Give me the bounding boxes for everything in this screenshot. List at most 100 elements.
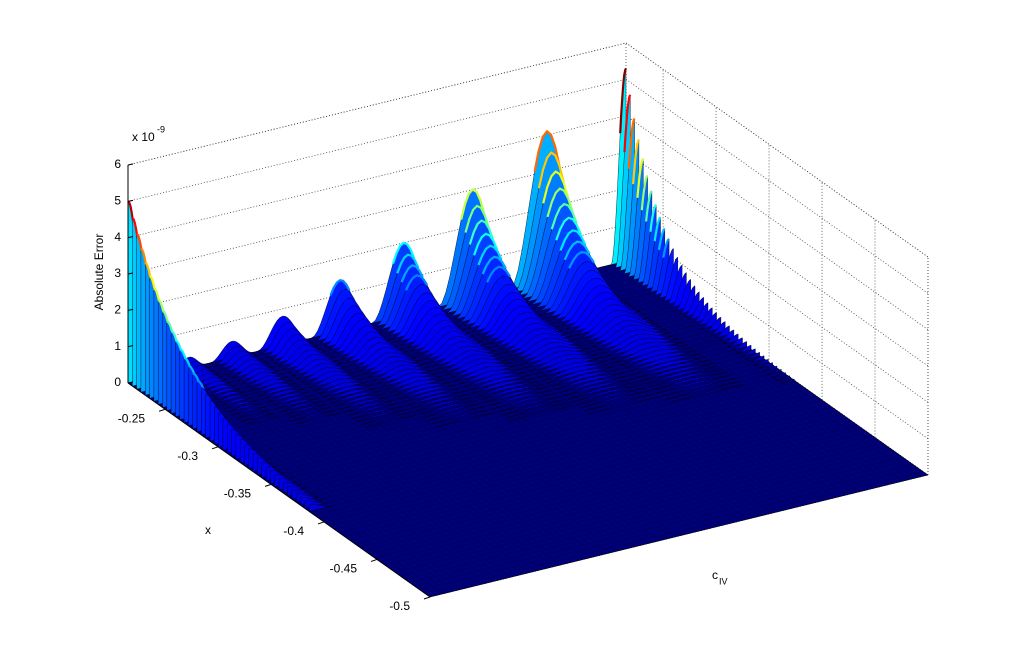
surface-strip xyxy=(198,380,232,391)
surface-strip xyxy=(334,393,386,407)
surface-strip xyxy=(710,321,726,336)
surface-mesh xyxy=(177,370,480,585)
surface-crest xyxy=(653,216,662,242)
surface-strip xyxy=(613,344,688,363)
surface-crest xyxy=(623,94,632,153)
surface-crest xyxy=(546,187,574,218)
surface-strip xyxy=(279,401,323,412)
surface-strip xyxy=(309,504,332,512)
surface-crest xyxy=(627,118,636,169)
surface-crest xyxy=(568,250,595,269)
surface-strip xyxy=(505,402,570,419)
z-tick xyxy=(127,272,134,275)
surface-strip xyxy=(545,366,616,384)
surface-strip xyxy=(533,357,603,375)
surface-strip xyxy=(656,375,731,394)
surface-strip xyxy=(660,378,736,397)
x-tick-label: -0.3 xyxy=(177,449,198,463)
z-tick xyxy=(127,345,134,348)
z-tick-label: 2 xyxy=(114,303,121,317)
x-tick xyxy=(317,521,325,525)
surface-crest xyxy=(649,204,657,232)
surface-crest xyxy=(481,255,507,275)
surface-strip xyxy=(207,387,241,397)
surface-strip xyxy=(571,384,642,402)
surface-mesh xyxy=(252,352,555,567)
z-tick xyxy=(127,381,134,384)
surface-mesh xyxy=(308,338,611,553)
surface-strip xyxy=(563,378,633,396)
surface-strip xyxy=(749,355,765,363)
surface-mesh xyxy=(432,308,736,523)
surface-strip xyxy=(736,344,752,354)
surface-crest xyxy=(460,188,486,220)
surface-strip xyxy=(727,337,743,348)
surface-strip xyxy=(245,415,280,425)
surface-strip xyxy=(643,365,718,385)
surface-crest xyxy=(619,67,627,134)
surface-strip xyxy=(270,394,314,406)
surface-crest xyxy=(533,129,561,172)
surface-strip xyxy=(731,341,747,351)
surface-strip xyxy=(584,393,655,412)
surface-strip xyxy=(770,372,786,378)
surface-strip xyxy=(253,382,297,394)
surface xyxy=(127,67,929,598)
surface-strip xyxy=(753,358,769,366)
surface-mesh xyxy=(171,372,474,587)
surface-mesh xyxy=(607,265,910,480)
z-tick-label: 5 xyxy=(114,194,121,208)
surface-mesh xyxy=(246,353,549,569)
y-axis-label-subscript: IV xyxy=(719,576,728,586)
surface-strip xyxy=(705,316,722,333)
surface-strip xyxy=(288,407,331,418)
surface-strip xyxy=(317,381,369,395)
x-tick-label: -0.4 xyxy=(283,524,304,538)
surface-crest xyxy=(468,219,494,245)
x-tick xyxy=(370,558,378,562)
surface-strip xyxy=(262,388,306,400)
x-axis-label: x xyxy=(205,523,211,537)
surface-strip xyxy=(215,394,249,403)
surface-mesh xyxy=(202,364,505,579)
surface-strip xyxy=(343,399,395,413)
surface-strip xyxy=(558,375,629,393)
surface-crest xyxy=(396,253,420,274)
surface-strip xyxy=(401,388,460,403)
surface-crest xyxy=(405,274,429,291)
surface-strip xyxy=(492,393,557,410)
surface-crest xyxy=(542,170,570,204)
surface-strip xyxy=(554,372,624,390)
surface-strip xyxy=(202,384,236,394)
surface-strip xyxy=(397,385,456,400)
surface-mesh xyxy=(215,361,518,576)
surface-mesh xyxy=(258,350,561,566)
surface-strip xyxy=(740,348,756,357)
surface-strip xyxy=(589,396,659,415)
surface-crest xyxy=(636,158,645,198)
z-scale-base: x 10 xyxy=(132,130,155,144)
surface-crest xyxy=(550,202,578,230)
surface-strip xyxy=(427,406,486,421)
surface-strip xyxy=(550,369,620,387)
z-tick-label: 1 xyxy=(114,339,121,353)
z-tick xyxy=(127,199,134,202)
surface-strip xyxy=(639,362,714,382)
surface-strip xyxy=(393,381,451,397)
z-axis-label: Absolute Error xyxy=(92,234,106,311)
surface-strip xyxy=(232,406,267,416)
surface-crest xyxy=(400,264,424,283)
surface-strip xyxy=(275,398,319,409)
surface-strip xyxy=(356,409,408,422)
surface-mesh xyxy=(314,337,617,552)
surface-strip xyxy=(410,394,469,409)
x-tick-label: -0.45 xyxy=(330,562,358,576)
surface-crest xyxy=(657,227,666,250)
x-tick xyxy=(423,596,431,600)
surface-strip xyxy=(779,378,795,385)
surface-strip xyxy=(626,353,701,373)
surface-strip xyxy=(580,390,650,409)
surface-strip xyxy=(488,390,552,406)
